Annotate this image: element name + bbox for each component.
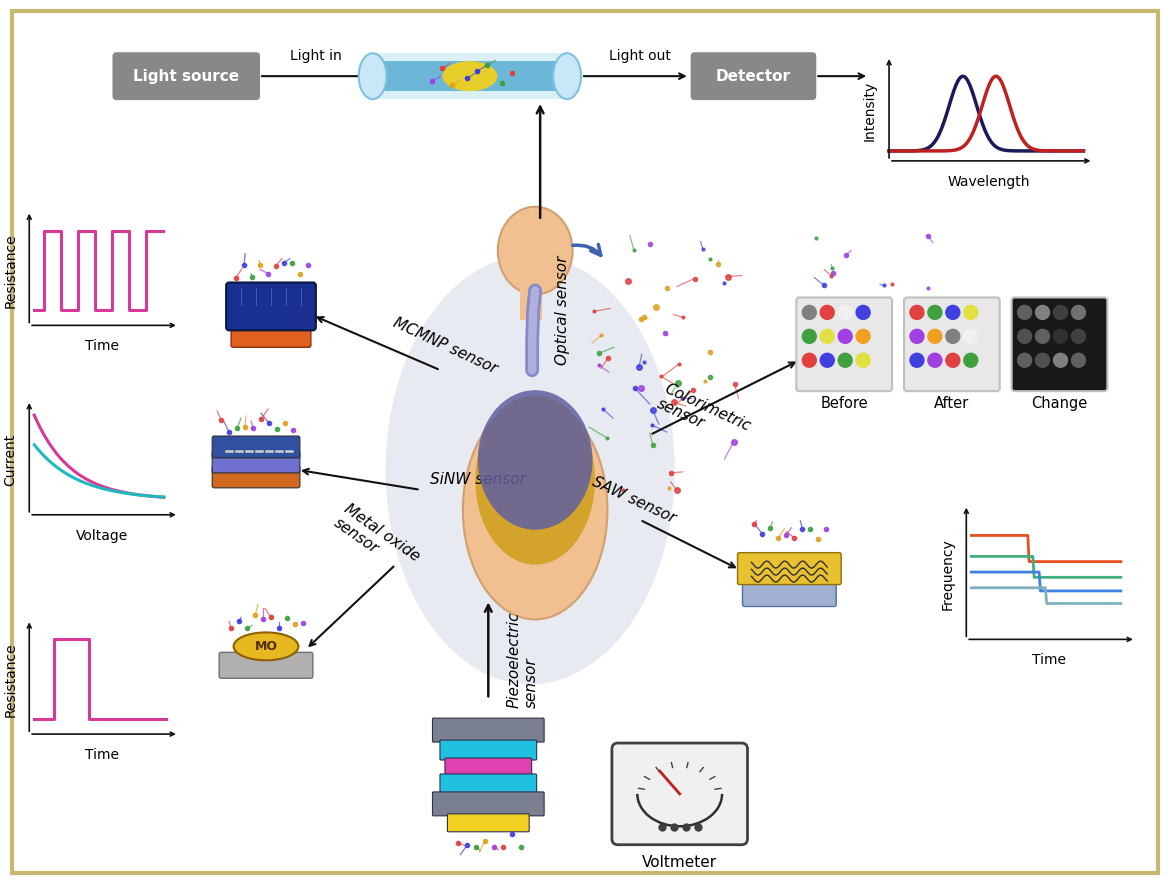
Ellipse shape: [386, 255, 675, 684]
Text: Resistance: Resistance: [4, 233, 18, 308]
Circle shape: [838, 330, 852, 343]
Ellipse shape: [475, 395, 596, 565]
Ellipse shape: [442, 61, 497, 91]
FancyBboxPatch shape: [797, 297, 892, 391]
FancyBboxPatch shape: [445, 758, 531, 776]
Circle shape: [910, 330, 924, 343]
Text: Time: Time: [84, 339, 118, 354]
FancyBboxPatch shape: [737, 552, 841, 584]
FancyBboxPatch shape: [232, 325, 311, 347]
FancyBboxPatch shape: [690, 52, 817, 100]
Circle shape: [945, 354, 959, 367]
Circle shape: [964, 354, 978, 367]
FancyBboxPatch shape: [212, 466, 300, 488]
FancyBboxPatch shape: [743, 581, 837, 606]
Ellipse shape: [463, 400, 607, 620]
FancyBboxPatch shape: [433, 792, 544, 816]
FancyBboxPatch shape: [112, 52, 260, 100]
Text: Resistance: Resistance: [4, 642, 18, 717]
Text: Current: Current: [4, 434, 18, 486]
Text: MO: MO: [255, 640, 277, 653]
FancyBboxPatch shape: [212, 436, 300, 458]
Circle shape: [1018, 330, 1032, 343]
Circle shape: [803, 306, 817, 319]
Text: Wavelength: Wavelength: [948, 175, 1030, 189]
Circle shape: [1072, 354, 1086, 367]
FancyBboxPatch shape: [219, 652, 312, 678]
FancyBboxPatch shape: [1012, 297, 1107, 391]
Circle shape: [1053, 306, 1067, 319]
Text: Optical sensor: Optical sensor: [555, 255, 570, 365]
Circle shape: [820, 330, 834, 343]
Circle shape: [1053, 354, 1067, 367]
Text: Change: Change: [1032, 396, 1088, 411]
Text: Light in: Light in: [290, 50, 342, 63]
Circle shape: [928, 306, 942, 319]
Bar: [373, 53, 567, 99]
FancyBboxPatch shape: [440, 740, 537, 760]
Bar: [378, 61, 562, 91]
FancyBboxPatch shape: [440, 774, 537, 794]
FancyBboxPatch shape: [904, 297, 999, 391]
Bar: [521, 286, 542, 320]
Text: Voltage: Voltage: [75, 529, 128, 543]
Circle shape: [1072, 306, 1086, 319]
Circle shape: [1018, 354, 1032, 367]
Circle shape: [820, 354, 834, 367]
Ellipse shape: [234, 632, 298, 660]
Circle shape: [838, 306, 852, 319]
Circle shape: [928, 354, 942, 367]
Circle shape: [945, 330, 959, 343]
Circle shape: [856, 354, 870, 367]
FancyBboxPatch shape: [447, 814, 529, 832]
Text: Light source: Light source: [133, 69, 240, 84]
Ellipse shape: [359, 53, 386, 99]
Text: SiNW sensor: SiNW sensor: [431, 472, 526, 487]
Circle shape: [910, 354, 924, 367]
Circle shape: [1072, 330, 1086, 343]
FancyBboxPatch shape: [433, 718, 544, 742]
Circle shape: [803, 354, 817, 367]
Text: Frequency: Frequency: [941, 538, 955, 611]
Ellipse shape: [497, 207, 572, 294]
Circle shape: [1035, 354, 1049, 367]
Text: Time: Time: [1032, 653, 1066, 667]
Circle shape: [1018, 306, 1032, 319]
Circle shape: [1035, 330, 1049, 343]
Circle shape: [820, 306, 834, 319]
Text: Colorimetric
sensor: Colorimetric sensor: [655, 381, 753, 449]
Text: Time: Time: [84, 748, 118, 762]
FancyBboxPatch shape: [226, 283, 316, 331]
Circle shape: [1035, 306, 1049, 319]
Ellipse shape: [553, 53, 581, 99]
Circle shape: [910, 306, 924, 319]
Text: Voltmeter: Voltmeter: [642, 855, 717, 870]
FancyBboxPatch shape: [212, 451, 300, 473]
Text: Before: Before: [820, 396, 868, 411]
Text: Piezoelectric
sensor: Piezoelectric sensor: [507, 611, 538, 707]
Text: Detector: Detector: [716, 69, 791, 84]
Text: Light out: Light out: [608, 50, 670, 63]
Text: Metal oxide
sensor: Metal oxide sensor: [331, 501, 422, 578]
Circle shape: [945, 306, 959, 319]
Text: SAW sensor: SAW sensor: [590, 474, 679, 526]
Circle shape: [856, 306, 870, 319]
Circle shape: [1053, 330, 1067, 343]
Circle shape: [928, 330, 942, 343]
Ellipse shape: [477, 390, 592, 530]
Circle shape: [803, 330, 817, 343]
Text: MCMNP sensor: MCMNP sensor: [391, 315, 500, 376]
Circle shape: [964, 306, 978, 319]
FancyBboxPatch shape: [612, 743, 748, 845]
Text: After: After: [934, 396, 970, 411]
Circle shape: [964, 330, 978, 343]
Circle shape: [856, 330, 870, 343]
Circle shape: [838, 354, 852, 367]
Text: Intensity: Intensity: [863, 81, 878, 141]
